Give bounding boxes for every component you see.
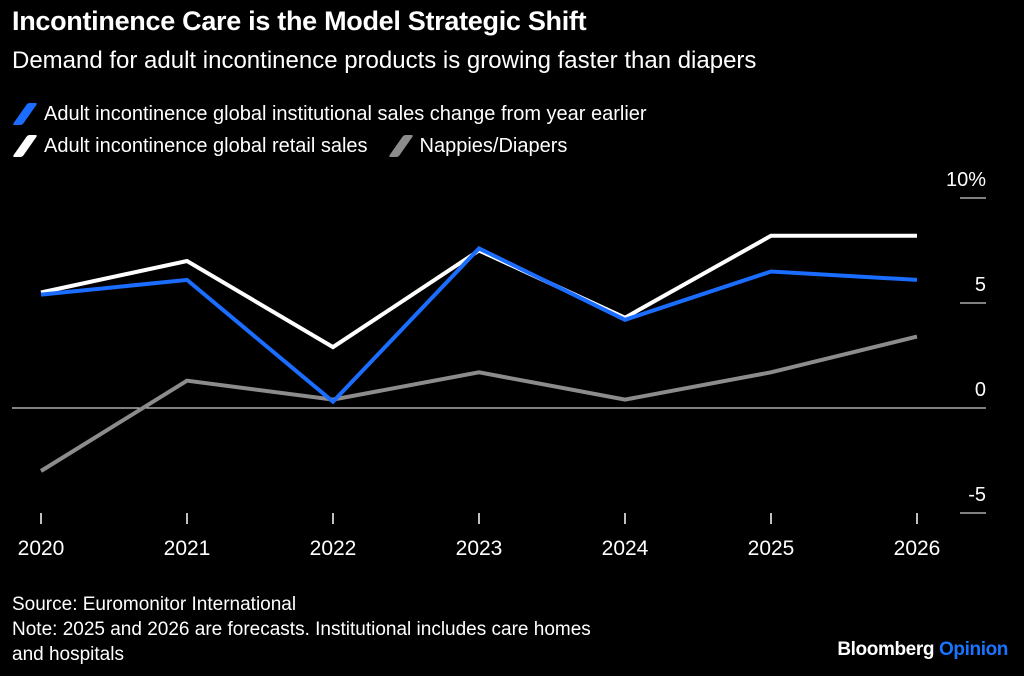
note-text: Note: 2025 and 2026 are forecasts. Insti… — [12, 619, 591, 640]
legend-item-diapers: Nappies/Diapers — [387, 130, 568, 162]
footer: Source: Euromonitor International Note: … — [12, 592, 591, 667]
x-tick-label: 2022 — [310, 537, 357, 560]
source-text: Source: Euromonitor International — [12, 594, 297, 615]
series-line-retail — [40, 233, 917, 350]
x-tick-label: 2021 — [164, 537, 211, 560]
series-line-institutional — [40, 245, 918, 405]
legend: Adult incontinence global institutional … — [12, 98, 667, 162]
legend-item-retail: Adult incontinence global retail sales — [12, 130, 368, 162]
legend-label-diapers: Nappies/Diapers — [419, 135, 568, 157]
y-tick-label: -5 — [968, 484, 986, 506]
chart-subtitle: Demand for adult incontinence products i… — [12, 47, 757, 74]
x-tick-label: 2025 — [748, 537, 795, 560]
legend-row-1: Adult incontinence global institutional … — [12, 98, 667, 130]
chart-title: Incontinence Care is the Model Strategic… — [12, 6, 587, 36]
x-tick-label: 2026 — [894, 537, 941, 560]
legend-label-institutional: Adult incontinence global institutional … — [44, 103, 647, 125]
note-text-continued: and hospitals — [12, 644, 124, 665]
series-line-diapers — [39, 334, 918, 473]
legend-label-retail: Adult incontinence global retail sales — [44, 135, 368, 157]
y-tick-label: 0 — [975, 379, 986, 401]
x-tick-label: 2020 — [18, 537, 65, 560]
y-tick-label: 5 — [975, 274, 986, 296]
legend-row-2: Adult incontinence global retail sales N… — [12, 130, 667, 162]
x-tick-label: 2024 — [602, 537, 649, 560]
y-tick-label: 10% — [946, 169, 986, 191]
brand-name: Bloomberg — [837, 639, 935, 660]
brand-logo: Bloomberg Opinion — [837, 639, 1008, 661]
brand-product: Opinion — [939, 639, 1008, 660]
x-tick-label: 2023 — [456, 537, 503, 560]
legend-item-institutional: Adult incontinence global institutional … — [12, 98, 647, 130]
